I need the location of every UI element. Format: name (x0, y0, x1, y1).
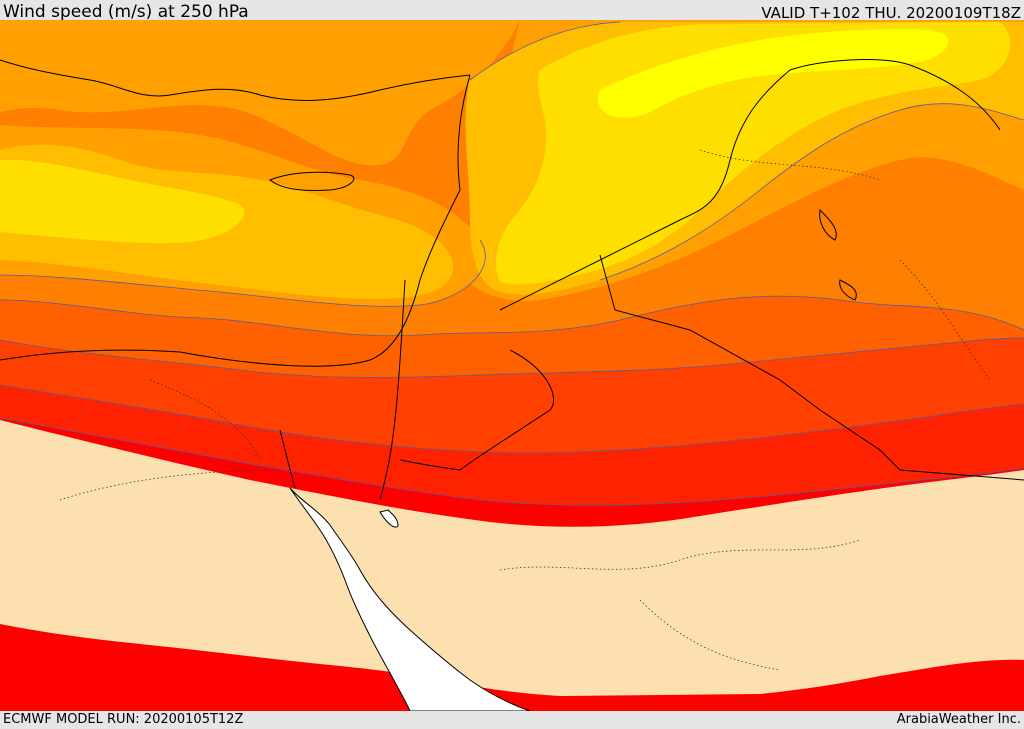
valid-time: VALID T+102 THU. 20200109T18Z (761, 4, 1021, 22)
coastlines (0, 59, 1024, 501)
sea-mask (289, 487, 531, 711)
admin-borders (59, 149, 991, 671)
contours (0, 21, 1024, 506)
gulf-mask (379, 509, 399, 528)
wind-speed-map[interactable] (0, 20, 1024, 711)
credit: ArabiaWeather Inc. (896, 712, 1021, 727)
footer-bar: ECMWF MODEL RUN: 20200105T12Z ArabiaWeat… (0, 711, 1024, 729)
band-yellow (598, 29, 949, 118)
model-run: ECMWF MODEL RUN: 20200105T12Z (3, 712, 244, 727)
band-yellow-deep (0, 22, 1011, 285)
header-bar: Wind speed (m/s) at 250 hPa VALID T+102 … (0, 0, 1024, 22)
below-threshold-area (0, 420, 1024, 696)
map-title: Wind speed (m/s) at 250 hPa (3, 2, 249, 22)
